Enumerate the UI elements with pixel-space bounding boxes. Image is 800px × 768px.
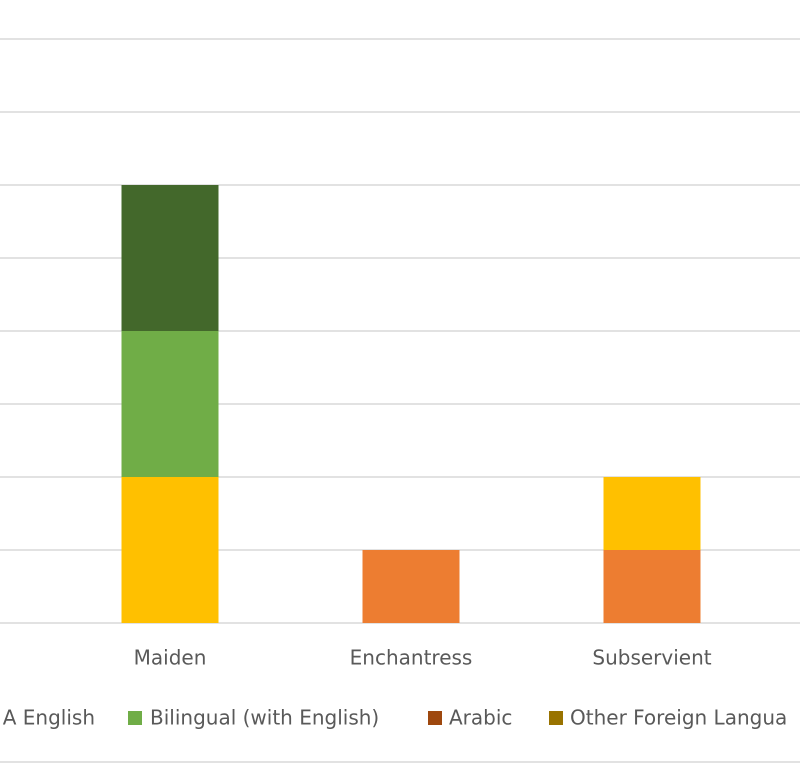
legend-marker bbox=[549, 711, 563, 725]
legend-marker bbox=[128, 711, 142, 725]
bar-segment bbox=[121, 185, 219, 331]
bar-segment bbox=[603, 550, 701, 623]
x-tick-label: Maiden bbox=[134, 646, 207, 670]
bar-segment bbox=[121, 477, 219, 623]
bar-segment bbox=[121, 331, 219, 477]
legend-label: A English bbox=[3, 706, 95, 730]
x-tick-label: Enchantress bbox=[350, 646, 473, 670]
x-tick-label: Subservient bbox=[592, 646, 711, 670]
bar-segment bbox=[603, 477, 701, 550]
legend-label: Bilingual (with English) bbox=[150, 706, 379, 730]
legend-label: Other Foreign Langua bbox=[570, 706, 787, 730]
legend-marker bbox=[428, 711, 442, 725]
bar-segment bbox=[362, 550, 460, 623]
legend-label: Arabic bbox=[449, 706, 512, 730]
